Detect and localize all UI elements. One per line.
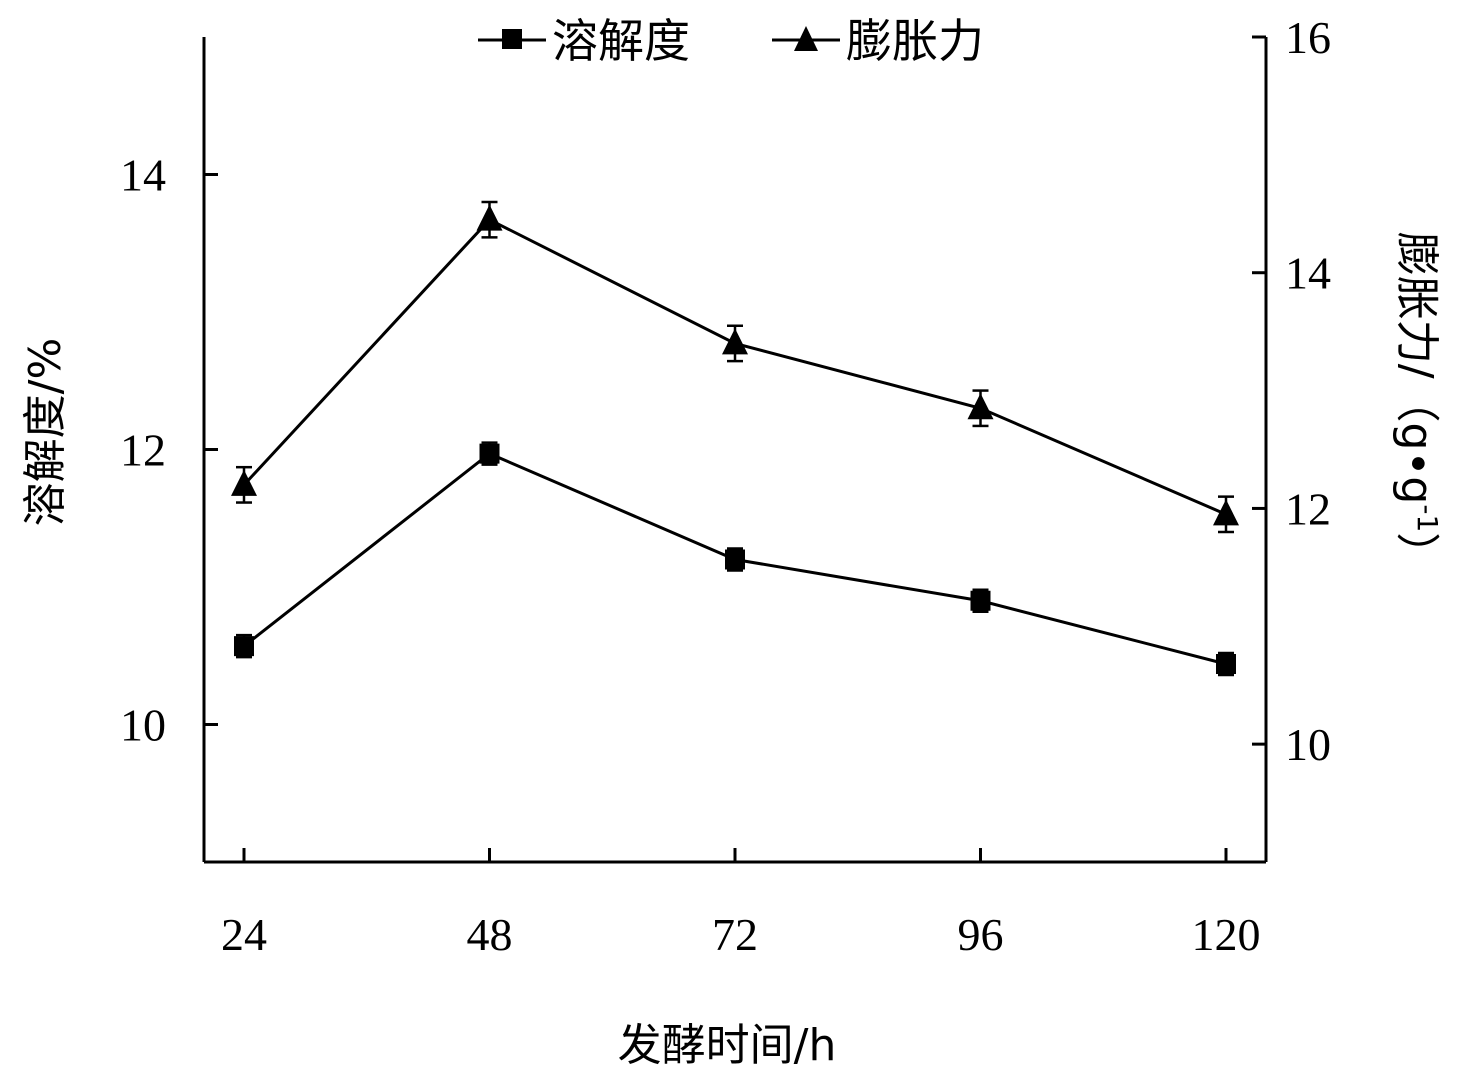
- right-y-tick-label: 16: [1285, 12, 1331, 63]
- data-point-triangle: [722, 328, 748, 355]
- x-tick-label: 24: [221, 909, 267, 960]
- left-y-tick-label: 12: [120, 425, 166, 476]
- data-point-triangle: [231, 469, 257, 496]
- legend-label-solubility: 溶解度: [552, 14, 690, 68]
- data-point-triangle: [476, 204, 503, 231]
- x-tick-label: 96: [958, 909, 1004, 960]
- data-point-square: [234, 636, 254, 657]
- data-point-square: [725, 549, 745, 570]
- series-line-1: [242, 217, 1227, 516]
- right-y-tick-label: 10: [1285, 719, 1331, 770]
- right-y-axis-title-close: ）: [1391, 532, 1442, 576]
- x-tick-label: 120: [1192, 909, 1261, 960]
- right-y-axis-title-main: 膨胀力/（g•g: [1391, 232, 1442, 505]
- legend-square-marker-icon: [502, 29, 522, 49]
- right-y-tick-label: 12: [1285, 483, 1331, 534]
- left-y-tick-label: 10: [120, 700, 166, 751]
- right-y-tick-label: 14: [1285, 248, 1331, 299]
- data-point-square: [479, 443, 500, 464]
- left-y-axis-title: 溶解度/%: [20, 338, 71, 527]
- legend-label-swelling: 膨胀力: [846, 14, 984, 68]
- x-tick-label: 48: [467, 909, 513, 960]
- legend-triangle-marker-icon: [794, 26, 818, 51]
- data-point-square: [970, 590, 991, 611]
- right-y-axis-title: 膨胀力/（g•g-1）: [1391, 232, 1444, 577]
- x-tick-label: 72: [712, 909, 758, 960]
- data-point-triangle: [967, 393, 994, 420]
- right-y-axis-title-sup: -1: [1411, 504, 1444, 532]
- data-point-triangle: [1213, 499, 1239, 526]
- left-y-tick-label: 14: [120, 150, 166, 201]
- data-point-square: [1216, 654, 1236, 674]
- x-axis-title: 发酵时间/h: [618, 1020, 837, 1071]
- legend: 溶解度 膨胀力: [478, 14, 984, 68]
